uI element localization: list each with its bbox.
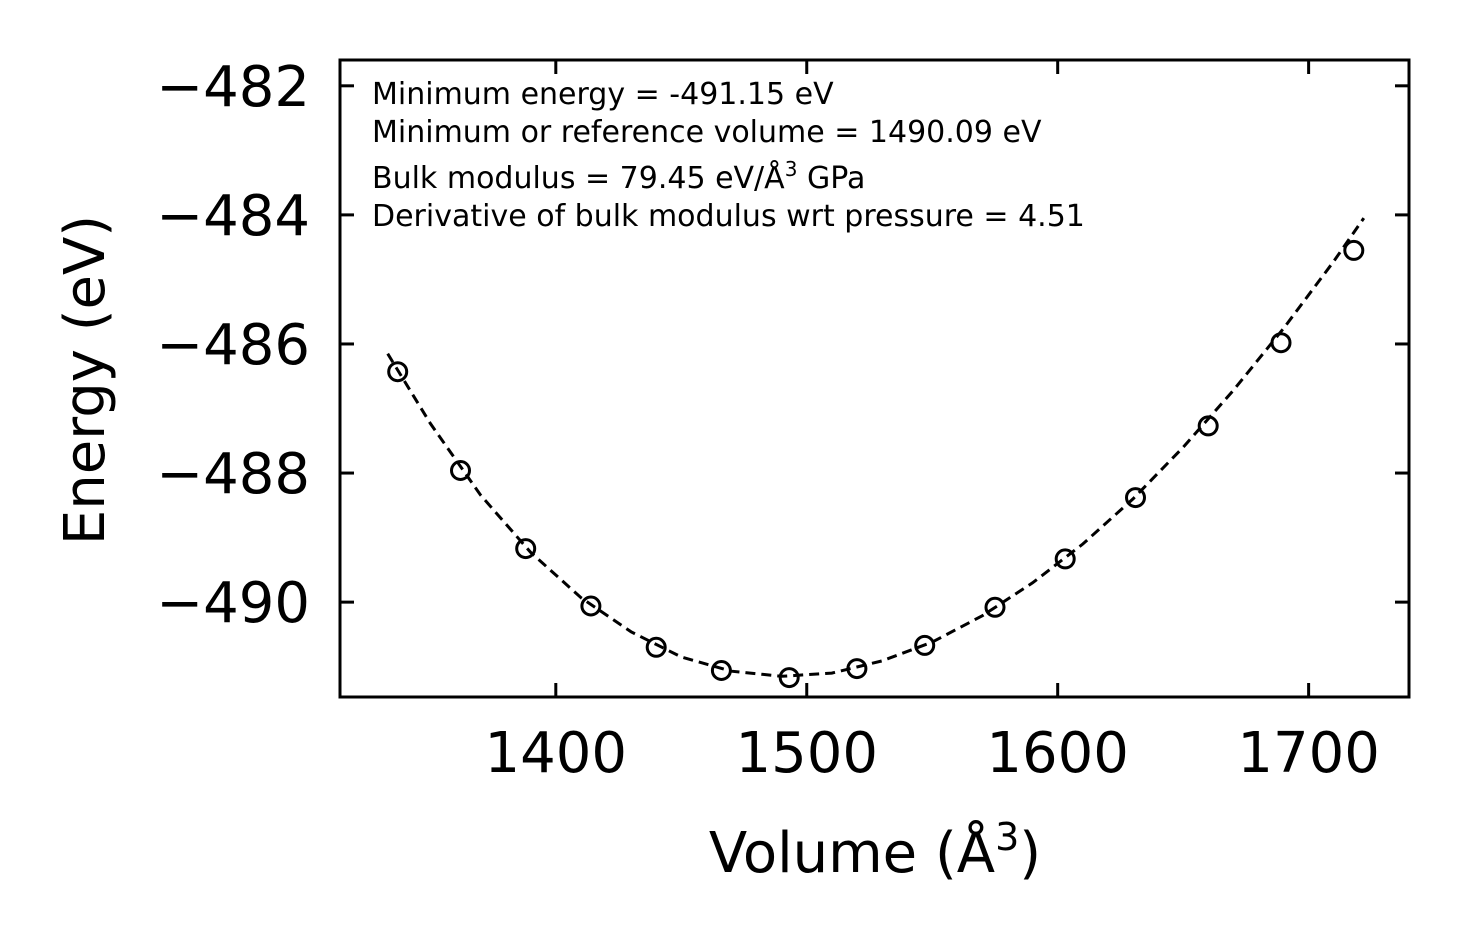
data-point bbox=[580, 595, 602, 617]
annotation-bulk-modulus-sup: 3 bbox=[785, 157, 798, 181]
y-tick-label: −482 bbox=[156, 55, 310, 120]
data-point bbox=[1270, 332, 1292, 354]
annotation-bulk-modulus-unit: GPa bbox=[797, 161, 865, 196]
x-axis-label-text: Volume (Å bbox=[709, 820, 995, 886]
x-tick-label: 1500 bbox=[735, 721, 878, 786]
x-tick-label: 1400 bbox=[485, 721, 628, 786]
annotation-bulk-modulus-text: Bulk modulus = 79.45 eV/Å bbox=[372, 160, 785, 196]
fit-curve-layer bbox=[386, 217, 1366, 678]
y-axis-label: Energy (eV) bbox=[53, 215, 118, 545]
data-point bbox=[515, 538, 537, 560]
annotation-min-volume: Minimum or reference volume = 1490.09 eV bbox=[372, 115, 1042, 150]
x-tick-label: 1600 bbox=[986, 721, 1129, 786]
y-tick-label: −488 bbox=[156, 442, 310, 507]
plot-frame bbox=[338, 58, 1411, 699]
data-point bbox=[1125, 487, 1146, 509]
data-point bbox=[387, 361, 409, 383]
y-tick-label: −486 bbox=[156, 313, 310, 378]
data-point bbox=[914, 634, 936, 656]
y-tick-label: −490 bbox=[156, 571, 310, 636]
x-axis-label-suffix: ) bbox=[1019, 821, 1041, 886]
data-point bbox=[1054, 548, 1076, 570]
x-tick-label: 1700 bbox=[1237, 721, 1380, 786]
data-point bbox=[1343, 239, 1365, 261]
data-point bbox=[645, 636, 667, 658]
data-point bbox=[846, 658, 868, 680]
ticks-layer: 1400 1500 1600 1700 −482 −484 −486 −488 −490 bbox=[156, 55, 1409, 786]
annotation-bulk-modulus: Bulk modulus = 79.45 eV/Å3 GPa bbox=[372, 157, 865, 196]
data-point bbox=[710, 660, 732, 681]
annotation-bulk-derivative: Derivative of bulk modulus wrt pressure … bbox=[372, 199, 1085, 234]
data-point bbox=[1197, 415, 1219, 437]
y-tick-label: −484 bbox=[156, 184, 310, 249]
data-point bbox=[984, 596, 1006, 618]
annotation-min-energy: Minimum energy = -491.15 eV bbox=[372, 77, 834, 112]
x-axis-label-sup: 3 bbox=[995, 815, 1019, 859]
data-point bbox=[450, 460, 471, 481]
x-axis-label: Volume (Å3) bbox=[709, 815, 1041, 886]
fit-curve bbox=[386, 217, 1366, 678]
data-points-layer bbox=[387, 239, 1365, 689]
data-point bbox=[778, 667, 800, 689]
